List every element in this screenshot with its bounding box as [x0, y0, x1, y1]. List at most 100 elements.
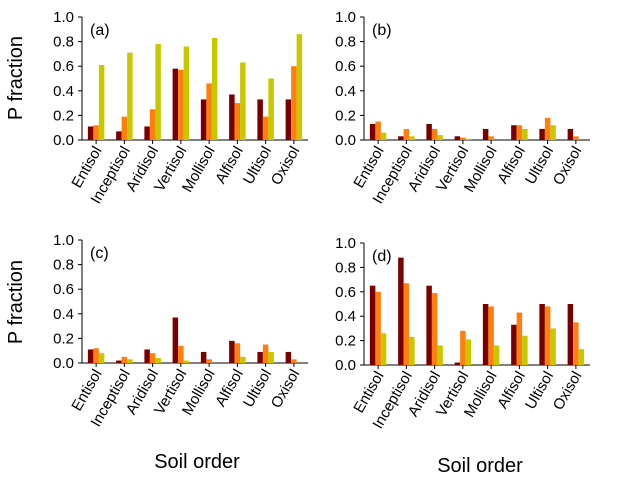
bar-aridisol-series1: [144, 349, 150, 363]
bar-mollisol-series1: [200, 351, 207, 363]
bar-mollisol-series2: [488, 136, 494, 140]
panel-b: 0.00.20.40.60.81.0(b)EntisolInceptisolAr…: [335, 9, 590, 207]
y-axis-title-top: P fraction: [5, 36, 27, 120]
y-tick-label: 0.0: [53, 132, 74, 149]
bar-inceptisol-series1: [116, 360, 122, 363]
bar-vertisol-series3: [465, 339, 472, 365]
bar-aridisol-series1: [144, 126, 150, 140]
bar-vertisol-series1: [454, 362, 461, 365]
bar-alfisol-series3: [522, 335, 528, 365]
bar-oxisol-series2: [573, 322, 579, 365]
bar-aridisol-series3: [437, 345, 443, 365]
bar-entisol-series1: [369, 285, 376, 365]
bar-inceptisol-series1: [398, 136, 404, 140]
y-tick-label: 0.8: [53, 257, 74, 274]
bar-oxisol-series3: [578, 349, 585, 365]
bar-aridisol-series1: [426, 285, 432, 365]
y-tick-label: 0.0: [335, 132, 356, 149]
bar-oxisol-series1: [567, 304, 574, 365]
bar-alfisol-series2: [234, 343, 241, 363]
bar-ultisol-series3: [550, 125, 556, 140]
y-tick-label: 1.0: [335, 9, 356, 26]
y-tick-label: 0.4: [53, 83, 74, 100]
bar-inceptisol-series2: [403, 128, 410, 140]
bar-ultisol-series2: [262, 116, 269, 140]
y-tick-label: 0.8: [53, 34, 74, 51]
y-tick-label: 0.2: [335, 107, 356, 124]
x-tick-label-oxisol: Oxisol: [268, 367, 304, 412]
panel-label: (c): [90, 245, 109, 262]
bar-oxisol-series1: [285, 351, 292, 363]
bar-vertisol-series3: [183, 360, 190, 363]
bar-alfisol-series2: [516, 125, 523, 140]
panel-d: 0.00.20.40.60.81.0(d)EntisolInceptisolAr…: [335, 235, 590, 432]
bar-ultisol-series3: [268, 351, 274, 363]
bar-oxisol-series2: [573, 136, 579, 140]
bar-vertisol-series2: [178, 69, 184, 140]
bar-vertisol-series2: [460, 330, 466, 365]
bar-aridisol-series2: [431, 293, 438, 365]
bar-entisol-series1: [87, 349, 94, 363]
bar-vertisol-series3: [465, 138, 472, 140]
bar-inceptisol-series2: [121, 116, 128, 140]
bar-entisol-series1: [87, 126, 94, 140]
bar-aridisol-series3: [437, 135, 443, 140]
bar-ultisol-series3: [550, 328, 556, 365]
bar-entisol-series3: [98, 353, 105, 363]
bar-inceptisol-series1: [398, 257, 404, 365]
bar-entisol-series2: [375, 291, 381, 365]
bar-entisol-series2: [93, 125, 99, 140]
bar-ultisol-series2: [544, 117, 551, 140]
x-axis-title-left: Soil order: [154, 451, 240, 473]
y-tick-label: 0.6: [335, 284, 356, 301]
bar-ultisol-series1: [257, 351, 263, 363]
x-tick-label-oxisol: Oxisol: [550, 369, 586, 414]
x-tick-label-oxisol: Oxisol: [268, 144, 304, 189]
bar-ultisol-series1: [257, 99, 263, 140]
bar-vertisol-series2: [178, 345, 184, 363]
bar-mollisol-series2: [206, 359, 212, 363]
bar-aridisol-series3: [155, 358, 161, 363]
bar-oxisol-series3: [296, 34, 303, 140]
bar-alfisol-series1: [511, 324, 517, 365]
y-tick-label: 0.8: [335, 34, 356, 51]
bar-vertisol-series3: [183, 46, 190, 140]
y-tick-label: 0.4: [335, 83, 356, 100]
panel-a: 0.00.20.40.60.81.0(a)EntisolInceptisolAr…: [53, 9, 308, 207]
x-tick-label-oxisol: Oxisol: [550, 144, 586, 189]
bar-mollisol-series3: [211, 37, 218, 140]
bar-inceptisol-series3: [127, 359, 133, 363]
bar-mollisol-series1: [200, 99, 207, 140]
bar-vertisol-series1: [172, 317, 179, 363]
bar-inceptisol-series3: [409, 336, 415, 365]
bar-aridisol-series2: [149, 109, 156, 140]
y-tick-label: 0.8: [335, 259, 356, 276]
y-tick-label: 0.6: [335, 58, 356, 75]
bar-vertisol-series1: [454, 136, 461, 140]
bar-alfisol-series1: [511, 125, 517, 140]
bar-oxisol-series2: [291, 359, 297, 363]
bar-ultisol-series2: [262, 344, 269, 363]
bar-alfisol-series2: [234, 103, 241, 140]
bar-entisol-series3: [380, 333, 387, 365]
bar-entisol-series3: [98, 64, 105, 140]
bar-vertisol-series2: [460, 137, 466, 140]
bar-entisol-series3: [380, 132, 387, 140]
bar-mollisol-series1: [482, 304, 489, 365]
bar-alfisol-series3: [522, 128, 528, 140]
bar-inceptisol-series3: [127, 52, 133, 140]
panel-label: (b): [372, 22, 392, 39]
bar-mollisol-series3: [493, 345, 500, 365]
y-tick-label: 0.0: [335, 357, 356, 374]
y-tick-label: 0.6: [53, 58, 74, 75]
bar-vertisol-series1: [172, 68, 179, 140]
bar-mollisol-series2: [206, 83, 212, 140]
y-tick-label: 0.0: [53, 355, 74, 372]
bar-entisol-series1: [369, 124, 376, 140]
bar-inceptisol-series2: [403, 283, 410, 365]
y-tick-label: 0.2: [53, 107, 74, 124]
y-tick-label: 0.4: [335, 308, 356, 325]
bar-aridisol-series2: [149, 353, 156, 363]
x-axis-title-right: Soil order: [437, 455, 523, 477]
